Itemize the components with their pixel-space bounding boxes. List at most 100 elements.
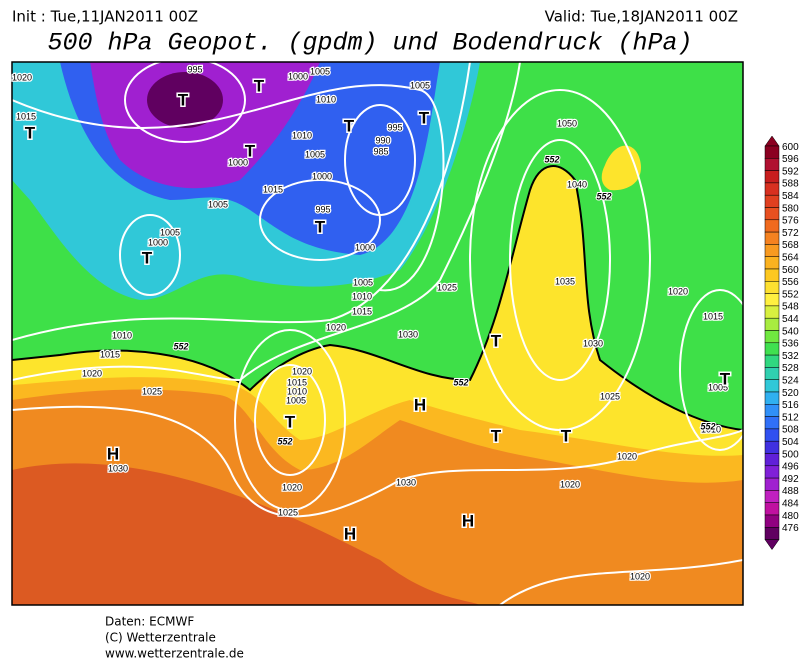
colorbar-label: 500 [782, 449, 799, 460]
isobar-label: 1010 [701, 424, 721, 434]
colorbar-swatch [764, 514, 780, 528]
colorbar-label: 552 [782, 289, 799, 300]
colorbar-label: 580 [782, 203, 799, 214]
colorbar-label: 564 [782, 252, 799, 263]
isobar [679, 289, 743, 451]
colorbar-swatch [764, 477, 780, 491]
colorbar-label: 504 [782, 437, 799, 448]
isobar-label: 1010 [292, 130, 312, 140]
colorbar-swatch [764, 354, 780, 368]
map-labels: 995 1005100010101005995990985101010051000… [11, 63, 733, 583]
pressure-center: T [178, 90, 189, 109]
isobar-label: 1020 [668, 286, 688, 296]
isobar-label: 1000 [312, 171, 332, 181]
isobar-label: 1015 [100, 349, 120, 359]
colorbar-cap [764, 135, 780, 147]
isobar [124, 62, 246, 143]
colorbar-label: 520 [782, 388, 799, 399]
colorbar-label: 592 [782, 166, 799, 177]
colorbar-label: 600 [782, 142, 799, 153]
colorbar-label: 584 [782, 191, 799, 202]
pressure-center: H [107, 444, 119, 463]
pressure-center: T [561, 426, 572, 445]
colorbar-swatch [764, 145, 780, 159]
colorbar-swatch [764, 281, 780, 294]
pressure-center: H [462, 511, 474, 530]
colorbar-swatch [764, 256, 780, 270]
isobar [259, 179, 381, 261]
colorbar-label: 544 [782, 314, 799, 325]
colorbar-swatch [764, 453, 780, 467]
isobar-label: 1020 [617, 451, 637, 461]
pressure-center: T [254, 76, 265, 95]
isobar-label: 1020 [82, 368, 102, 378]
colorbar-swatch [764, 527, 780, 540]
colorbar-label: 488 [782, 486, 799, 497]
colorbar-label: 576 [782, 216, 799, 227]
isobar-label: 1025 [437, 282, 457, 292]
isobar-label: 1030 [108, 463, 128, 473]
colorbar-swatch [764, 416, 780, 430]
colorbar-label: 556 [782, 277, 799, 288]
isobar-label: 1000 [228, 157, 248, 167]
isobar [469, 89, 651, 431]
colorbar-label: 496 [782, 462, 799, 473]
isobar [509, 139, 611, 381]
isobar-label: 1030 [583, 338, 603, 348]
colorbar-swatch [764, 231, 780, 245]
isobar-label: 1040 [567, 179, 587, 189]
isobar-label: 1005 [286, 395, 306, 405]
colorbar-label: 512 [782, 412, 799, 423]
height-label: 552 [700, 421, 715, 431]
pressure-center: H [344, 524, 356, 543]
field-red [12, 463, 480, 605]
isobar-label: 1010 [352, 291, 372, 301]
colorbar-swatch [764, 244, 780, 257]
isobar-label: 1015 [263, 184, 283, 194]
isobar-label: 995 [387, 122, 402, 132]
isobar-label: 1025 [600, 391, 620, 401]
pressure-center: T [245, 141, 256, 160]
isobar-label: 1020 [12, 72, 32, 82]
init-time: Init : Tue,11JAN2011 00Z [12, 8, 198, 26]
colorbar-label: 536 [782, 339, 799, 350]
colorbar-label: 572 [782, 228, 799, 239]
colorbar-swatch [764, 219, 780, 233]
isobar-label: 1020 [282, 482, 302, 492]
isobar-label: 1010 [112, 330, 132, 340]
field-dark-purple [147, 72, 223, 128]
isobar-label: 1000 [288, 71, 308, 81]
pressure-center: H [414, 395, 426, 414]
website: www.wetterzentrale.de [105, 647, 244, 661]
isobar-label: 1005 [208, 199, 228, 209]
colorbar-label: 528 [782, 363, 799, 374]
data-source: Daten: ECMWF [105, 615, 194, 629]
isobar-label: 1035 [555, 276, 575, 286]
colorbar-swatch [764, 342, 780, 356]
colorbar-label: 492 [782, 474, 799, 485]
isobar-label: 1020 [292, 366, 312, 376]
isobar-label: 1000 [355, 242, 375, 252]
colorbar-label: 568 [782, 240, 799, 251]
pressure-center: T [491, 331, 502, 350]
colorbar-swatch [764, 158, 780, 171]
colorbar-swatch [764, 428, 780, 442]
isobar-label: 1015 [16, 111, 36, 121]
colorbar-swatch [764, 293, 780, 307]
colorbar-swatch [764, 367, 780, 380]
isobar [254, 364, 326, 476]
pressure-center: T [315, 217, 326, 236]
isobar-label: 985 [373, 146, 388, 156]
colorbar-label: 560 [782, 265, 799, 276]
colorbar-swatch [764, 268, 780, 282]
map-title: 500 hPa Geopot. (gpdm) und Bodendruck (h… [47, 29, 692, 58]
colorbar-swatch [764, 170, 780, 184]
colorbar-label: 524 [782, 375, 799, 386]
colorbar-swatch [764, 194, 780, 208]
isobar-label: 1000 [148, 237, 168, 247]
colorbar-swatch [764, 490, 780, 503]
isobar-label: 990 [375, 135, 390, 145]
isobar-label: 1025 [278, 507, 298, 517]
